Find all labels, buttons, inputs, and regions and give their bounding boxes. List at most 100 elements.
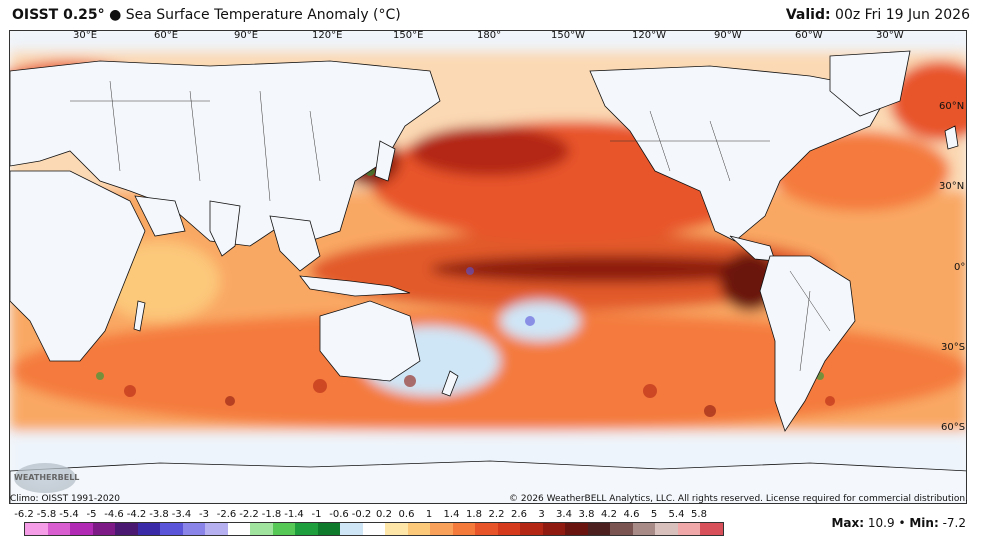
lon-label-150e: 150°E [393,30,424,41]
lon-label-120w: 120°W [632,30,666,41]
colorbar-tick-label: 0.2 [376,509,392,520]
africa [10,170,146,362]
colorbar-tick-label: -5.8 [36,509,57,520]
colorbar-labels: -6.2 -5.8 -5.4 -5 -4.6 -4.2 -3.8 -3.4 -3 -2.6 -2.2… [12,509,712,521]
climo-note: Climo: OISST 1991-2020 [10,494,121,504]
colorbar-cell [160,523,183,535]
australia [319,300,421,382]
antarctica [10,460,966,503]
colorbar-tick-label: -5.4 [59,509,79,520]
lon-label-30e: 30°E [73,30,98,41]
lon-label-30w: 30°W [876,30,904,41]
colorbar-cell [497,523,520,535]
colorbar-tick-label: -3.4 [171,509,192,520]
colorbar-tick-label: -6.2 [14,509,34,520]
colorbar-cell [362,523,385,535]
colorbar-cell [137,523,160,535]
colorbar-tick-label: -1.4 [284,509,304,520]
colorbar-cell [47,523,70,535]
colorbar-tick-label: 0.6 [398,509,415,520]
colorbar-cell [610,523,633,535]
colorbar-cell [182,523,205,535]
lon-label-60e: 60°E [154,30,179,41]
map-canvas [10,31,966,503]
valid-time-value: 00z Fri 19 Jun 2026 [835,7,970,23]
indonesia [299,275,411,297]
colorbar-tick-label: 4.6 [623,509,640,520]
sst-anomaly-map: 30°E 60°E 90°E 120°E 150°E 180° 150°W 12… [9,30,967,504]
colorbar-cell [565,523,588,535]
colorbar-cell [92,523,115,535]
colorbar-tick-label: 5 [650,509,658,520]
product-name: OISST 0.25° [12,7,105,23]
colorbar-cell [70,523,93,535]
colorbar-tick-label: -4.2 [126,509,147,520]
colorbar-cell [115,523,138,535]
valid-label: Valid: [785,7,831,23]
south-america [759,255,856,432]
land-masses [10,50,966,503]
lon-label-150w: 150°W [551,30,585,41]
colorbar-cell [677,523,700,535]
lat-label-60n: 60°N [939,101,965,112]
colorbar-tick-label: -2.2 [239,509,259,520]
title-bar: OISST 0.25° ● Sea Surface Temperature An… [0,0,984,30]
new-zealand [441,370,459,397]
title-bullet: ● [109,7,122,23]
colorbar-tick-label: 3.4 [556,509,572,520]
min-value: -7.2 [942,516,966,530]
colorbar-cell [632,523,655,535]
colorbar-tick-label: -5 [86,509,97,520]
lat-label-30s: 30°S [941,342,966,353]
colorbar-tick-label: -3 [199,509,209,520]
weatherbell-logo: WEATHERBELL [14,463,80,493]
political-borders [70,80,831,372]
lon-label-90w: 90°W [714,30,742,41]
valid-time: Valid: 00z Fri 19 Jun 2026 [786,7,970,23]
colorbar-tick-label: -1.8 [261,509,282,520]
colorbar-cell [272,523,295,535]
max-min-stats: Max: 10.9 • Min: -7.2 [831,516,966,530]
colorbar-cell [542,523,565,535]
lon-label-90e: 90°E [234,30,259,41]
logo-text: WEATHERBELL [14,473,80,482]
colorbar-cell [407,523,430,535]
lat-label-60s: 60°S [941,422,966,433]
max-label: Max: [831,516,865,530]
colorbar-tick-label: 3 [538,509,545,520]
lon-label-180: 180° [477,30,502,41]
colorbar-cell [587,523,610,535]
colorbar-tick-label: -2.6 [216,509,237,520]
colorbar-cell [700,523,723,535]
colorbar-cell [655,523,678,535]
stats-separator: • [898,516,906,530]
copyright-note: © 2026 WeatherBELL Analytics, LLC. All r… [509,494,968,504]
colorbar-cell [317,523,340,535]
colorbar-tick-label: 5.8 [691,509,707,520]
colorbar-tick-label: 2.2 [488,509,505,520]
colorbar-cell [25,523,48,535]
colorbar-cell [205,523,228,535]
colorbar-tick-label: 1.8 [466,509,482,520]
colorbar-tick-label: 3.8 [578,509,595,520]
colorbar-tick-label: 1.4 [443,509,460,520]
colorbar-tick-label: 2.6 [511,509,527,520]
lat-label-0: 0° [954,262,966,273]
chart-title: OISST 0.25° ● Sea Surface Temperature An… [12,7,401,23]
greenland [829,50,911,117]
lat-label-30n: 30°N [939,181,965,192]
colorbar-tick-label: -4.6 [104,509,124,520]
colorbar-cell [452,523,475,535]
colorbar-cell [295,523,318,535]
colorbar-tick-label: 1 [425,509,433,520]
colorbar-tick-label: 5.4 [668,509,685,520]
colorbar-tick-label: -3.8 [149,509,169,520]
colorbar-tick-label: 4.2 [601,509,617,520]
colorbar-cell [475,523,498,535]
min-label: Min: [909,516,939,530]
colorbar-cell [385,523,408,535]
colorbar-cell [250,523,273,535]
southeast-asia [269,215,321,272]
uk [944,125,959,150]
colorbar-cell [340,523,363,535]
